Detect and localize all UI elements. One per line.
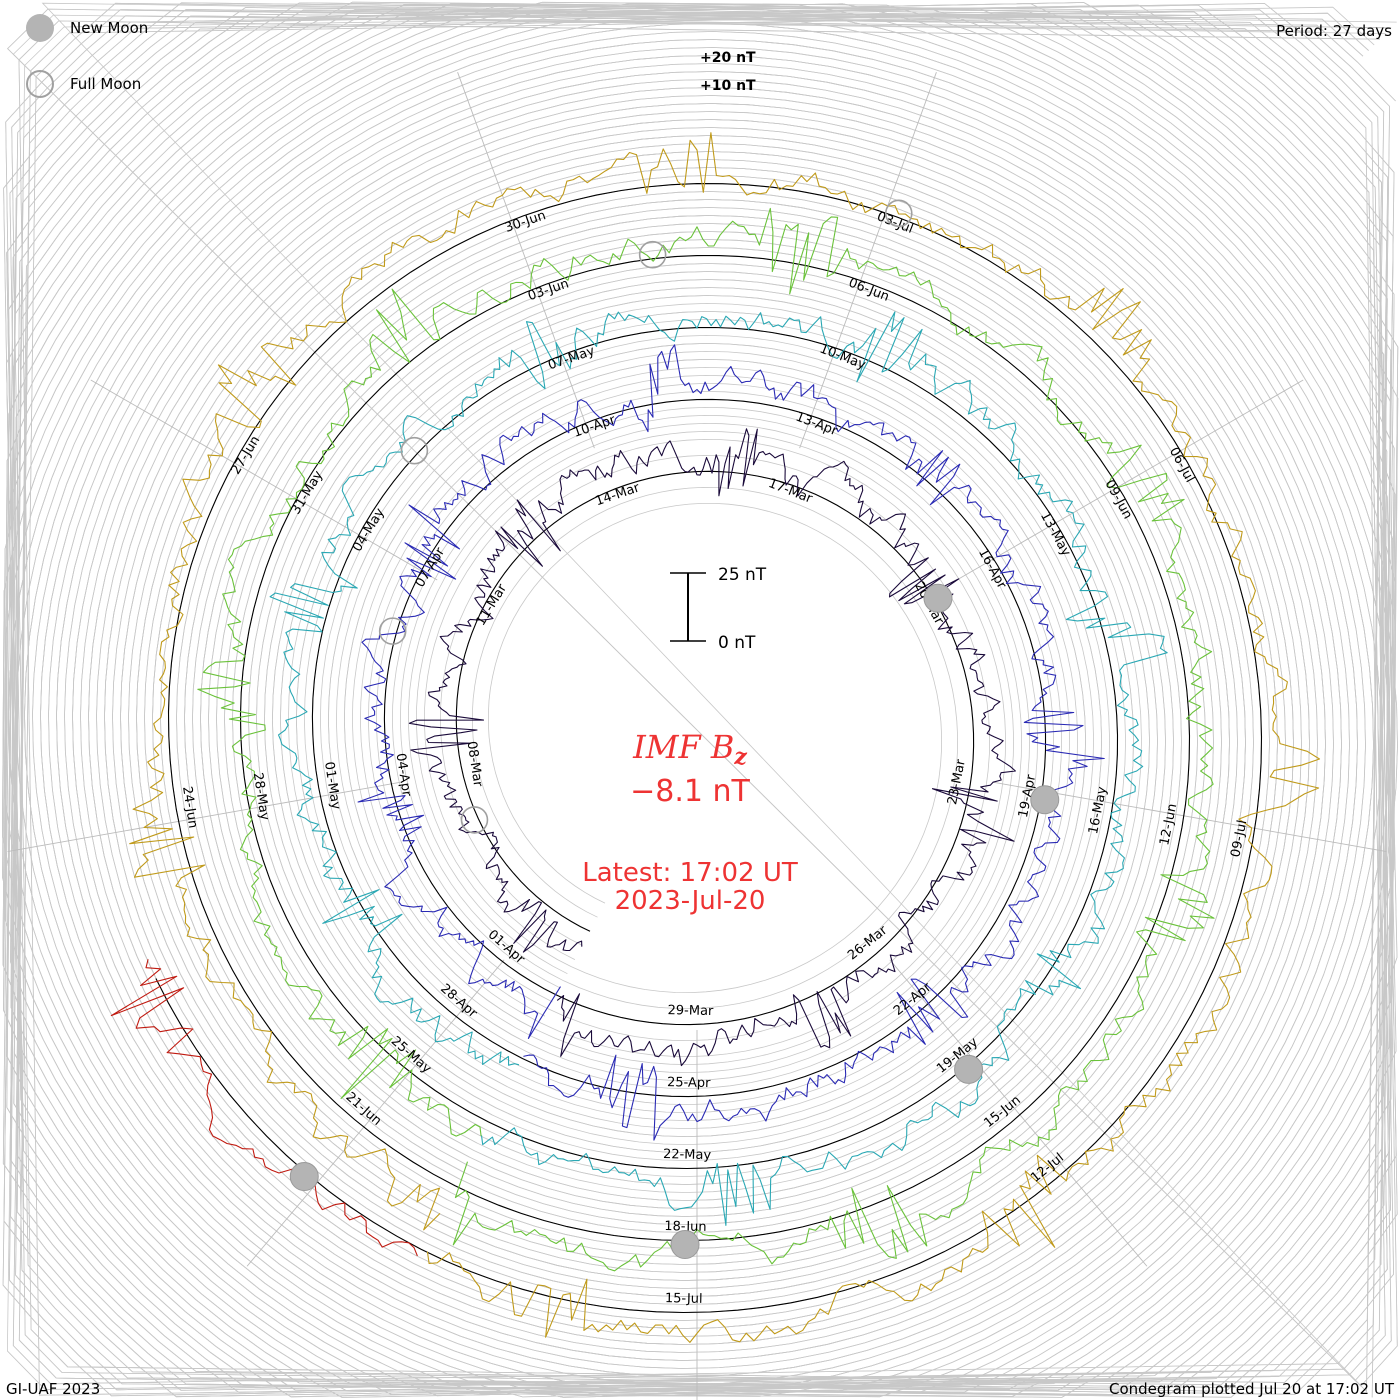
grid-spoke — [457, 72, 595, 449]
date-label: 24-Jun — [179, 785, 200, 829]
date-label: 12-Jul — [1028, 1151, 1067, 1186]
full-moon-marker — [460, 806, 489, 834]
grid-spoke — [799, 72, 937, 449]
date-label: 27-Jun — [229, 433, 264, 477]
date-label: 18-Jun — [664, 1219, 707, 1235]
period-label: Period: 27 days — [1276, 22, 1392, 40]
imf-title: IMF Bz — [490, 728, 890, 770]
imf-title-sub: z — [734, 744, 747, 770]
bz-trace-turn-3 — [269, 311, 1168, 1226]
grid-spoke — [7, 781, 402, 852]
grid-spoke — [90, 379, 438, 581]
new-moon-marker — [670, 1230, 700, 1260]
new-moon-marker — [289, 1162, 319, 1192]
date-label: 01-May — [321, 761, 343, 811]
legend-full-moon-label: Full Moon — [70, 75, 142, 93]
date-label: 08-Mar — [463, 740, 485, 788]
grid-ring — [3, 4, 1389, 1398]
date-label: 04-May — [350, 505, 388, 554]
ref-label-10nT: +10 nT — [700, 78, 756, 94]
date-label: 10-May — [817, 342, 868, 374]
new-moon-marker — [923, 583, 953, 613]
grid-ring — [4, 1, 1395, 1398]
bz-trace-turn-5 — [129, 132, 1321, 1343]
imf-current-value: −8.1 nT — [630, 774, 750, 809]
bz-trace-turn-4 — [197, 207, 1215, 1272]
legend-new-moon: New Moon — [26, 12, 148, 44]
date-label: 28-May — [250, 772, 272, 822]
grid-ring — [3, 2, 1392, 1396]
data-traces — [110, 132, 1321, 1343]
reference-labels: +20 nT +10 nT — [700, 50, 756, 94]
grid-ring — [6, 11, 1394, 1397]
grid-spoke — [992, 781, 1387, 852]
ref-label-20nT: +20 nT — [700, 50, 756, 66]
imf-title-main: IMF B — [633, 728, 735, 766]
legend-new-moon-label: New Moon — [70, 19, 149, 37]
scale-bar-bottom-label: 0 nT — [718, 633, 756, 653]
legend-full-moon: Full Moon — [26, 68, 141, 100]
bz-trace-turn-2 — [357, 344, 1105, 1141]
date-label: 13-May — [1037, 510, 1073, 560]
date-label: 23-Mar — [945, 758, 969, 806]
scale-bar: 25 nT 0 nT — [670, 565, 767, 653]
date-label: 07-Apr — [413, 545, 449, 590]
full-moon-marker — [638, 240, 667, 269]
date-label: 25-Apr — [667, 1075, 711, 1091]
date-label: 17-Mar — [766, 476, 815, 507]
scale-bar-top-label: 25 nT — [718, 565, 767, 585]
grid-ring — [4, 1, 1395, 1398]
full-moon-icon — [26, 70, 54, 98]
grid-ring — [2, 4, 1398, 1396]
new-moon-marker — [1030, 785, 1060, 815]
date-label: 31-May — [289, 468, 327, 517]
date-label: 04-Apr — [393, 752, 414, 798]
full-moon-marker — [884, 199, 913, 228]
bz-trace-turn-1 — [408, 428, 1016, 1067]
moon-markers — [289, 199, 1060, 1260]
grid-ring — [10, 2, 1382, 1395]
bz-trace-turn-6 — [110, 959, 418, 1257]
latest-time: Latest: 17:02 UT — [582, 858, 798, 888]
grid-ring — [6, 11, 1394, 1398]
zero-baseline — [155, 183, 1263, 1314]
plotted-timestamp: Condegram plotted Jul 20 at 17:02 UT — [1108, 1380, 1394, 1398]
date-label: 22-May — [663, 1147, 712, 1163]
date-label: 26-Mar — [845, 923, 891, 964]
date-label: 15-Jul — [665, 1291, 703, 1307]
grid-ring — [4, 3, 1395, 1398]
zero-line — [155, 183, 1263, 1314]
latest-date: 2023-Jul-20 — [614, 886, 766, 916]
grid-spokes — [7, 72, 1387, 1400]
grid-spoke — [889, 959, 1148, 1267]
full-moon-marker — [378, 617, 407, 645]
credit-label: GI-UAF 2023 — [6, 1380, 101, 1398]
grid-ring — [6, 13, 1391, 1398]
grid-ring — [25, 55, 1390, 1397]
grid-spoke — [956, 379, 1304, 581]
date-label: 09-Jul — [1228, 819, 1250, 859]
date-label: 29-Mar — [667, 1003, 714, 1019]
grid-ring — [2, 3, 1396, 1397]
new-moon-marker — [954, 1054, 984, 1084]
new-moon-icon — [26, 14, 54, 42]
full-moon-marker — [400, 436, 429, 465]
grid-ring — [5, 4, 1399, 1398]
grid-spoke — [246, 959, 505, 1267]
